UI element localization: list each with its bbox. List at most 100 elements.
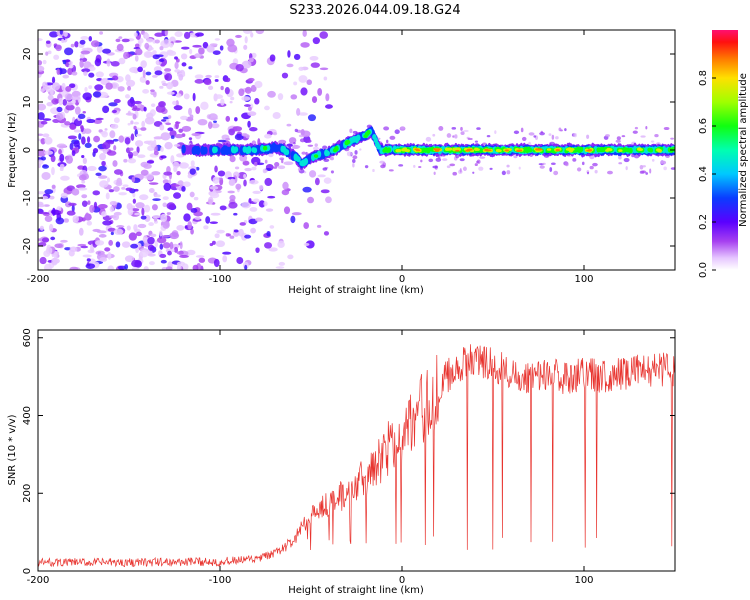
noise-speckle xyxy=(250,84,257,92)
noise-speckle xyxy=(254,80,263,89)
noise-speckle xyxy=(286,63,294,68)
noise-speckle xyxy=(143,50,153,59)
noise-speckle xyxy=(325,93,330,102)
noise-speckle xyxy=(73,140,80,148)
noise-speckle xyxy=(107,252,112,260)
noise-speckle xyxy=(573,133,577,138)
ridge-cell xyxy=(262,145,268,151)
noise-speckle xyxy=(349,128,353,134)
signal-ridge xyxy=(181,126,675,171)
noise-speckle xyxy=(62,74,70,79)
noise-speckle xyxy=(112,138,119,142)
noise-speckle xyxy=(200,101,209,111)
noise-speckle xyxy=(227,44,238,53)
noise-speckle xyxy=(129,66,139,74)
noise-speckle xyxy=(160,146,164,152)
noise-speckle xyxy=(88,35,93,42)
noise-speckle xyxy=(112,160,118,167)
noise-speckle xyxy=(80,245,89,249)
noise-speckle xyxy=(641,170,647,174)
noise-speckle xyxy=(476,159,481,164)
noise-speckle xyxy=(449,163,456,167)
noise-speckle xyxy=(267,195,276,199)
noise-speckle xyxy=(322,167,328,171)
noise-speckle xyxy=(452,171,457,176)
noise-speckle xyxy=(235,34,242,38)
noise-speckle xyxy=(47,94,54,101)
noise-speckle xyxy=(152,198,161,202)
noise-speckle xyxy=(134,55,139,62)
noise-speckle xyxy=(154,39,160,44)
noise-speckle xyxy=(127,86,132,91)
noise-speckle xyxy=(127,151,134,159)
noise-speckle xyxy=(146,38,154,43)
noise-speckle xyxy=(68,63,74,69)
noise-speckle xyxy=(159,124,165,131)
noise-speckle xyxy=(161,119,167,122)
noise-speckle xyxy=(459,158,465,162)
noise-speckle xyxy=(86,136,91,144)
noise-speckle xyxy=(670,167,675,170)
noise-speckle xyxy=(245,134,250,139)
noise-speckle xyxy=(243,104,251,107)
noise-speckle xyxy=(592,162,598,167)
noise-speckle xyxy=(389,135,396,140)
noise-speckle xyxy=(264,177,273,187)
noise-speckle xyxy=(86,220,93,226)
noise-speckle xyxy=(53,54,60,60)
noise-speckle xyxy=(87,165,97,172)
noise-speckle xyxy=(250,32,254,38)
noise-speckle xyxy=(42,86,50,90)
noise-speckle xyxy=(307,114,317,122)
noise-speckle xyxy=(64,121,71,126)
noise-speckle xyxy=(225,115,231,122)
noise-speckle xyxy=(62,99,68,106)
ridge-cell xyxy=(455,149,460,152)
noise-speckle xyxy=(170,135,175,139)
noise-speckle xyxy=(127,98,136,107)
noise-speckle xyxy=(215,240,226,248)
noise-speckle xyxy=(272,166,278,169)
noise-speckle xyxy=(555,136,559,140)
noise-speckle xyxy=(118,135,125,143)
noise-speckle xyxy=(152,214,161,219)
noise-speckle xyxy=(38,60,43,66)
noise-speckle xyxy=(125,74,131,82)
noise-speckle xyxy=(290,215,296,224)
noise-speckle xyxy=(167,115,172,119)
noise-speckle xyxy=(121,38,130,43)
noise-speckle xyxy=(137,66,143,73)
noise-speckle xyxy=(565,161,569,167)
noise-speckle xyxy=(99,180,109,188)
noise-speckle xyxy=(255,30,265,35)
noise-speckle xyxy=(205,74,212,78)
x-tick-label: -200 xyxy=(27,575,50,586)
ridge-cell xyxy=(504,149,510,152)
noise-speckle xyxy=(143,163,152,169)
noise-speckle xyxy=(210,212,221,216)
noise-speckle xyxy=(131,259,141,268)
ridge-cell xyxy=(252,147,258,154)
noise-speckle xyxy=(108,239,114,246)
noise-speckle xyxy=(311,96,318,103)
noise-speckle xyxy=(264,242,273,249)
noise-speckle xyxy=(134,212,141,216)
noise-speckle xyxy=(486,134,491,138)
noise-speckle xyxy=(183,31,191,40)
y-tick-label: -20 xyxy=(22,238,33,254)
noise-speckle xyxy=(55,44,62,52)
ridge-cell xyxy=(517,149,523,152)
noise-speckle xyxy=(82,110,86,114)
noise-speckle xyxy=(88,85,93,89)
noise-speckle xyxy=(153,139,157,147)
noise-speckle xyxy=(460,131,465,136)
noise-speckle xyxy=(113,169,123,175)
noise-speckle xyxy=(140,60,147,68)
noise-speckle xyxy=(132,151,139,157)
noise-speckle xyxy=(305,240,315,249)
noise-speckle xyxy=(282,181,289,190)
noise-speckle xyxy=(300,87,308,96)
noise-speckle xyxy=(71,150,76,157)
ridge-cell xyxy=(608,148,613,152)
noise-speckle xyxy=(59,153,65,163)
